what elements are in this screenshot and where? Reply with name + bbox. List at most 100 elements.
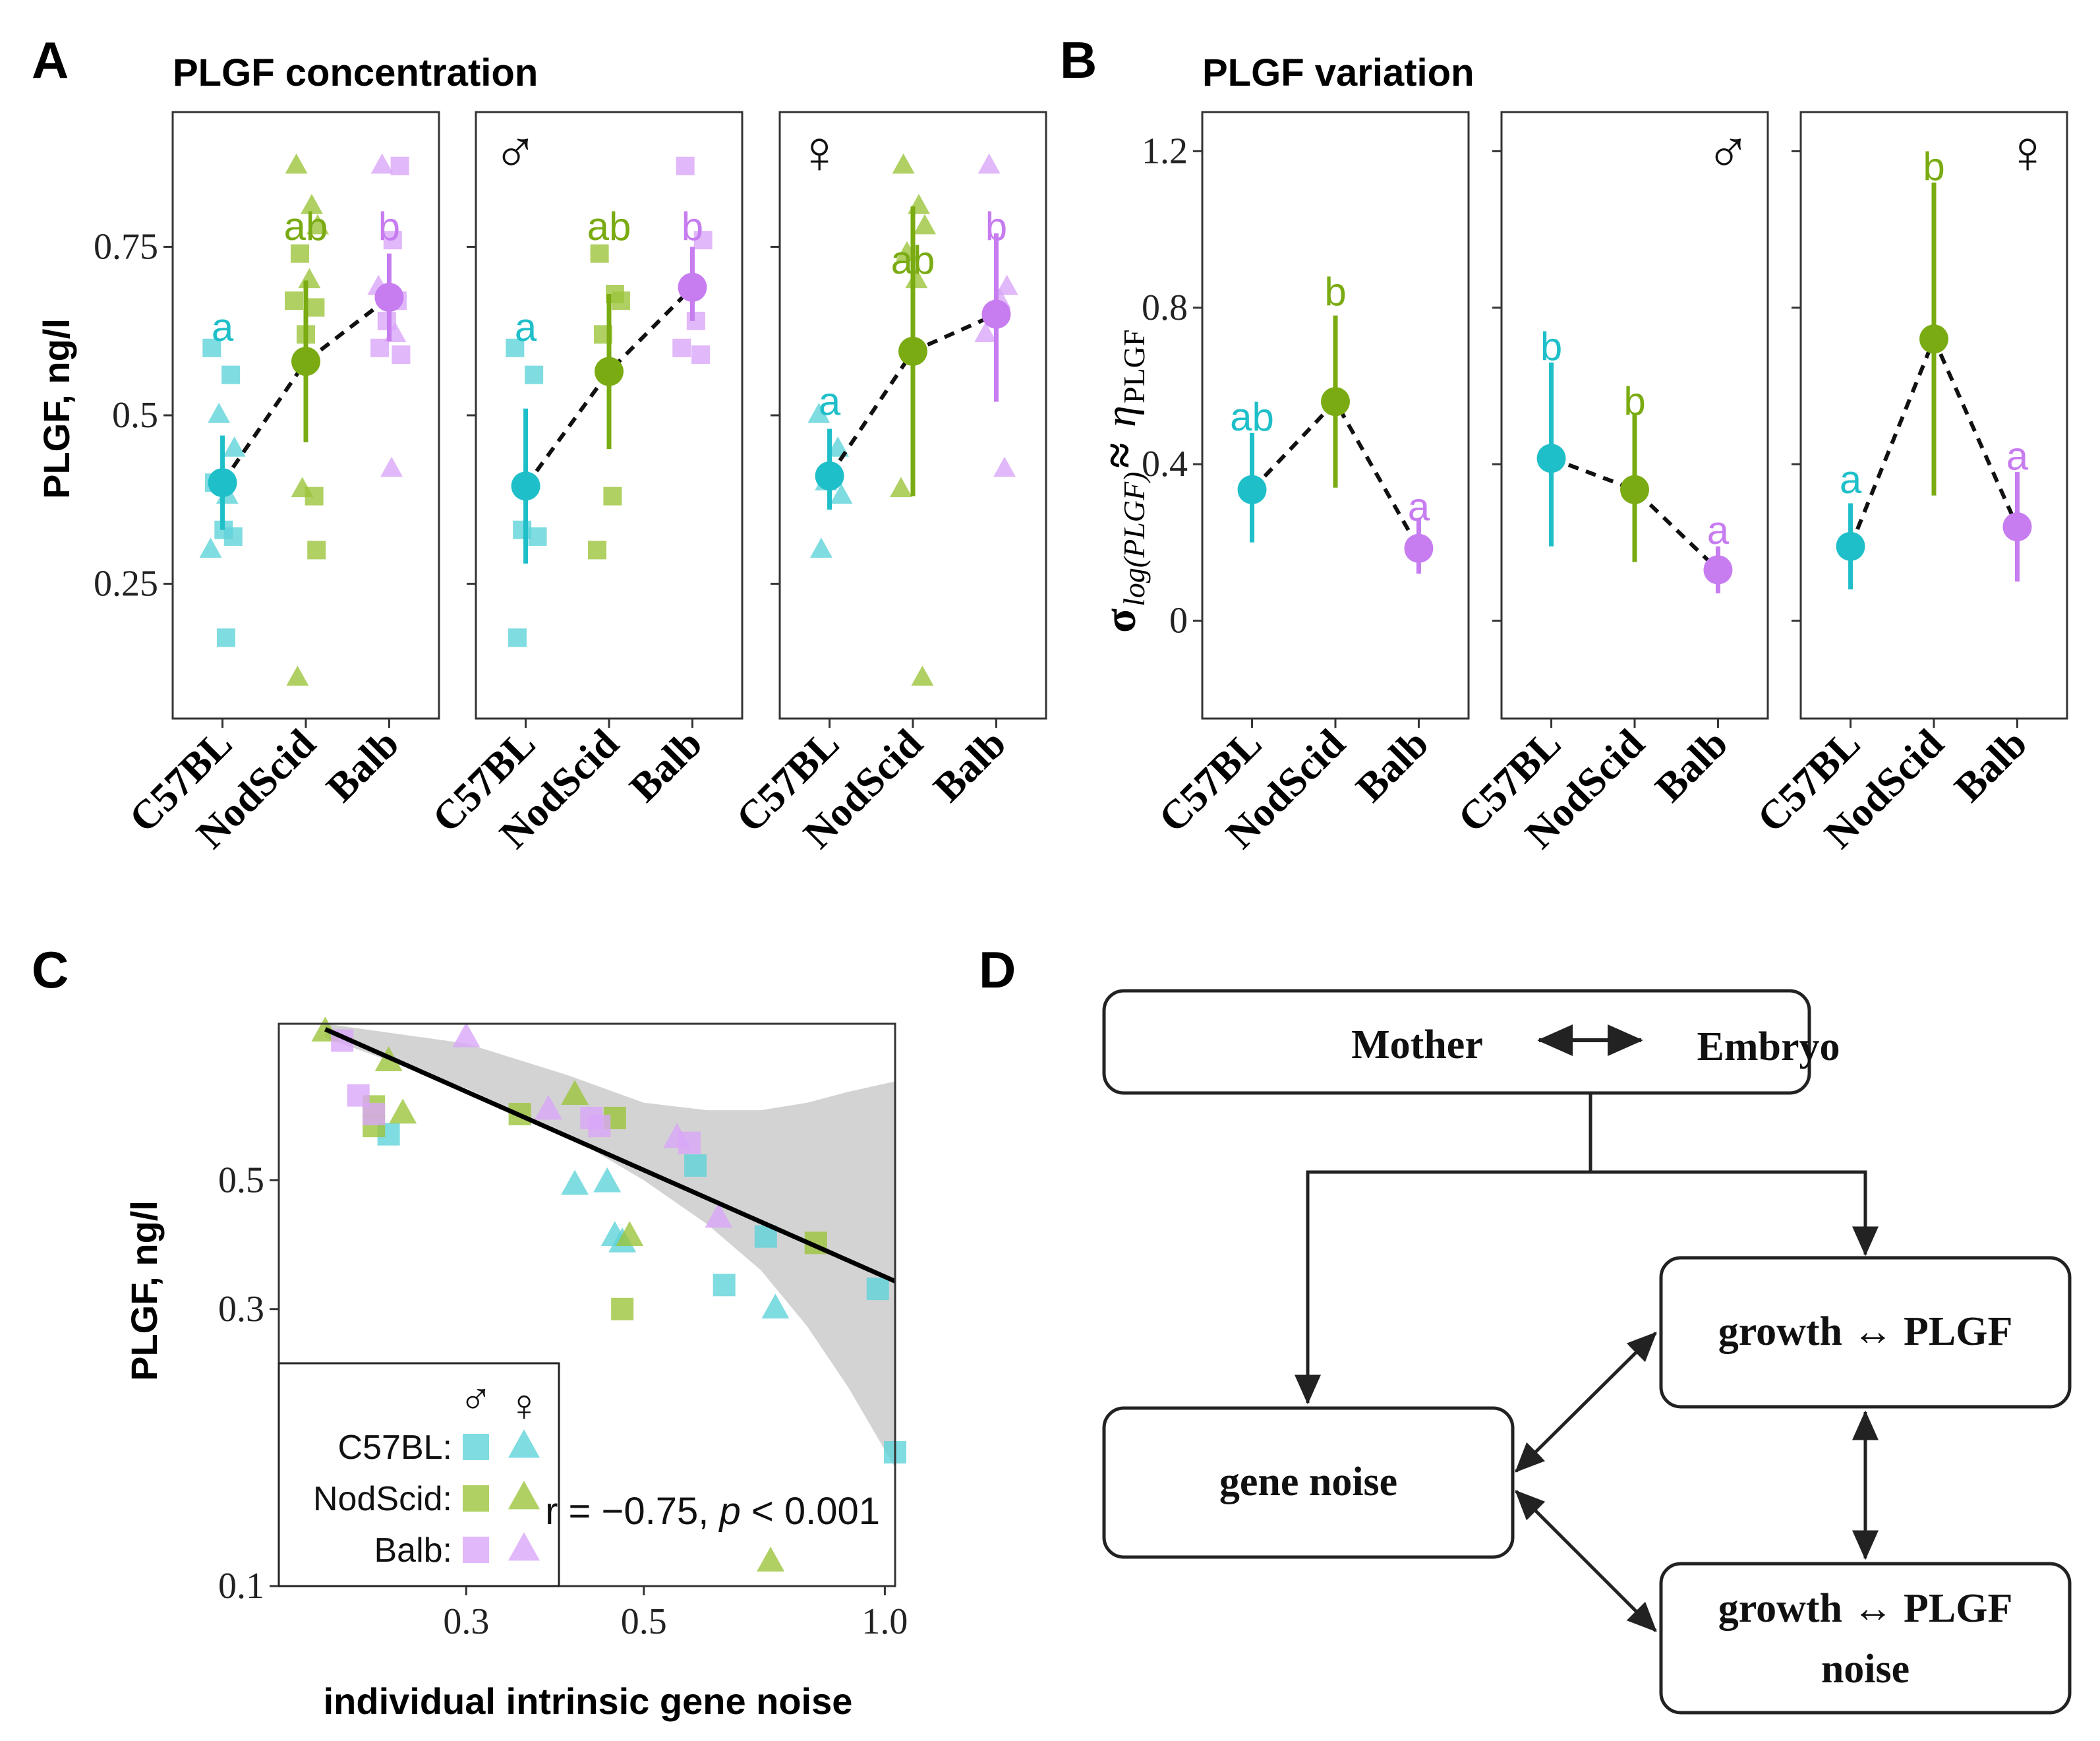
panel-c-letter: C <box>32 941 69 999</box>
data-point-C57BL <box>561 1169 589 1195</box>
node-mother-embryo <box>1102 989 1811 1095</box>
mean-point-NodScid <box>1620 475 1649 504</box>
mean-point-Balb <box>1703 555 1733 585</box>
y-tick-label: 0.75 <box>94 226 158 267</box>
node-gene-noise <box>1102 1406 1515 1559</box>
panel-b: B PLGF variation σ log(PLGF) ≈ η PLGF 0 0… <box>1060 31 2068 857</box>
sex-symbol: ♀ <box>797 119 842 186</box>
data-point-Balb <box>380 456 403 477</box>
panel-c-plot: 0.1 0.3 0.5 0.3 0.5 1.0 ♂ ♀ C57BL: NodScid: Balb: r… <box>218 1017 908 1642</box>
mean-point-NodScid <box>1919 324 1948 354</box>
mean-point-C57BL <box>511 471 540 501</box>
significance-letter-NodScid: b <box>1923 144 1944 189</box>
data-point-NodScid <box>305 487 324 506</box>
data-point-Balb <box>678 1131 701 1154</box>
data-point-C57BL <box>223 527 243 546</box>
panel-b-plot: 00.40.81.2C57BLNodScidBalbabbaC57BLNodSc… <box>1142 111 2068 857</box>
mean-point-NodScid <box>898 336 927 366</box>
correlation-r: r = −0.75, <box>545 1490 719 1533</box>
significance-letter-Balb: b <box>985 204 1007 249</box>
data-point-NodScid <box>301 194 323 214</box>
legend-square-NodScid <box>463 1485 489 1512</box>
significance-letter-NodScid: ab <box>284 204 328 249</box>
data-point-Balb <box>676 156 695 175</box>
mean-point-C57BL <box>1836 531 1865 561</box>
data-point-C57BL <box>830 483 853 504</box>
plot-frame <box>277 1022 896 1587</box>
data-point-Balb <box>452 1022 481 1048</box>
data-point-C57BL <box>199 537 222 558</box>
data-point-Balb <box>588 1115 611 1138</box>
mean-point-C57BL <box>1536 444 1566 473</box>
data-point-C57BL <box>713 1274 736 1297</box>
panel-c-xlabel: individual intrinsic gene noise <box>324 1680 853 1722</box>
mean-point-Balb <box>678 272 707 302</box>
data-point-NodScid <box>890 477 912 498</box>
data-point-NodScid <box>291 244 309 263</box>
data-point-C57BL <box>807 403 831 423</box>
mean-trend-line <box>524 285 694 488</box>
legend-label-C57BL: C57BL: <box>338 1429 452 1467</box>
y-tick-label: 0.1 <box>218 1566 264 1607</box>
y-tick-label: 1.2 <box>1142 131 1188 171</box>
panel-b-ylabel-sub: log(PLGF) <box>1117 472 1151 606</box>
data-point-Balb <box>974 322 997 342</box>
mean-point-C57BL <box>1237 475 1267 504</box>
data-point-Balb <box>392 345 411 364</box>
x-tick-label: 1.0 <box>861 1601 908 1642</box>
data-point-NodScid <box>757 1547 785 1572</box>
data-point-C57BL <box>506 338 525 357</box>
data-point-NodScid <box>285 153 308 174</box>
data-point-NodScid <box>892 153 915 174</box>
correlation-p-value: < 0.001 <box>741 1490 880 1533</box>
data-point-Balb <box>370 153 394 174</box>
sex-symbol: ♂ <box>1706 119 1751 186</box>
panel-b-letter: B <box>1060 31 1097 89</box>
data-point-Balb <box>977 153 1001 174</box>
mean-point-Balb <box>374 283 404 312</box>
data-point-C57BL <box>761 1293 790 1319</box>
mean-trend-line <box>1550 456 1720 572</box>
data-point-NodScid <box>911 665 934 686</box>
data-point-NodScid <box>603 487 622 506</box>
node-growth-plgf-noise-label-1: growth ↔ PLGF <box>1718 1586 2013 1631</box>
significance-letter-Balb: b <box>682 204 703 249</box>
legend: ♂ ♀ C57BL: NodScid: Balb: <box>277 1362 560 1587</box>
data-point-Balb <box>363 1103 386 1126</box>
data-point-NodScid <box>588 541 606 560</box>
y-tick-label: 0.8 <box>1142 287 1188 328</box>
data-point-C57BL <box>684 1154 707 1177</box>
arrow-gene-noise-growth <box>1515 1332 1657 1473</box>
significance-letter-C57BL: ab <box>1230 395 1274 439</box>
panel-b-ylabel-approx: ≈ <box>1095 443 1146 468</box>
legend-frame <box>277 1362 560 1587</box>
legend-label-NodScid: NodScid: <box>313 1480 452 1518</box>
data-point-NodScid <box>285 291 303 310</box>
panel-b-ylabel-eta-sub: PLGF <box>1117 330 1151 403</box>
data-point-NodScid <box>306 298 325 317</box>
arrow-to-gene-noise <box>1295 1093 1592 1405</box>
data-point-C57BL <box>809 537 832 558</box>
data-point-C57BL <box>866 1278 889 1301</box>
correlation-p: p <box>718 1490 740 1533</box>
data-point-C57BL <box>208 403 231 423</box>
data-point-Balb <box>705 1202 733 1228</box>
mean-point-C57BL <box>208 468 237 498</box>
node-mother-label: Mother <box>1351 1022 1483 1067</box>
panel-c: C 0.1 0.3 0.5 0.3 0.5 1.0 ♂ ♀ C57BL: NodScid: Balb… <box>32 941 908 1722</box>
data-point-Balb <box>686 311 705 330</box>
significance-letter-Balb: b <box>378 204 400 249</box>
panel-b-ylabel-sigma: σ <box>1095 608 1145 633</box>
regression-line <box>324 1027 896 1284</box>
legend-square-C57BL <box>463 1434 489 1460</box>
mean-point-Balb <box>981 299 1011 329</box>
data-point-Balb <box>370 338 390 357</box>
legend-triangle-Balb <box>508 1532 540 1561</box>
data-point-NodScid <box>590 244 609 263</box>
